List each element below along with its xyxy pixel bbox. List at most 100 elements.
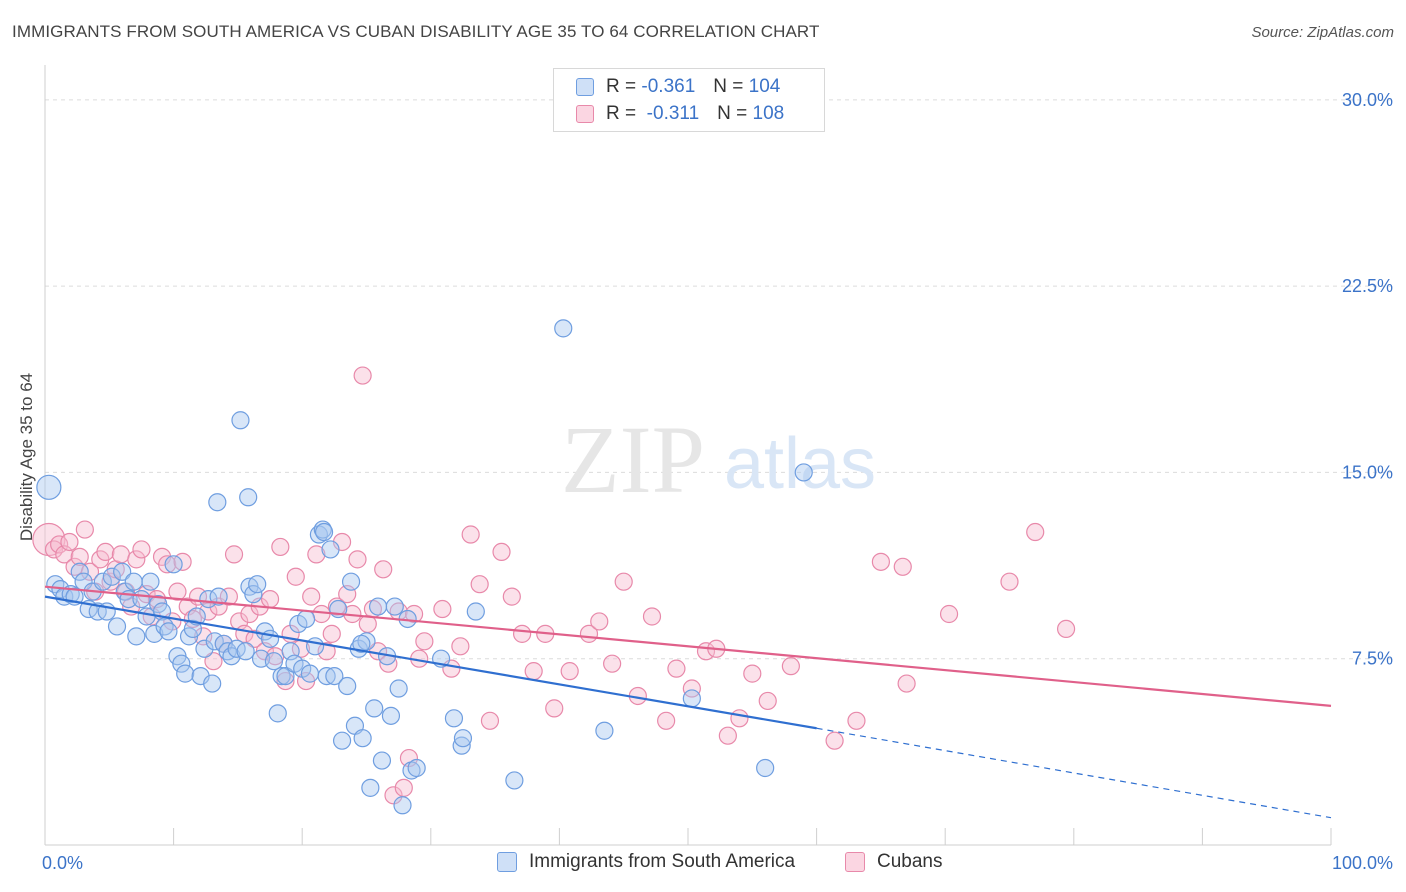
south-america-point <box>505 771 524 790</box>
cubans-point <box>847 711 866 730</box>
cubans-point <box>492 542 511 562</box>
correlation-legend: R = -0.361 N = 104 R = -0.311 N = 108 <box>553 68 825 132</box>
cubans-point <box>111 545 130 564</box>
axis-labels: 7.5% 15.0% 22.5% 30.0% 0.0% 100.0% Disability … <box>17 90 1393 873</box>
cubans-point <box>322 624 341 643</box>
cubans-point <box>758 691 777 711</box>
cubans-point <box>871 552 891 571</box>
south-america-point <box>389 679 408 698</box>
south-america-point <box>248 575 267 594</box>
south-america-trend-line <box>44 595 817 730</box>
south-america-point <box>407 758 426 778</box>
cubans-point <box>897 674 916 693</box>
chart-title: IMMIGRANTS FROM SOUTH AMERICA VS CUBAN D… <box>12 22 820 41</box>
south-america-point <box>444 709 464 728</box>
y-axis-title: Disability Age 35 to 64 <box>17 373 36 541</box>
watermark-zip: ZIP <box>561 406 705 513</box>
series-label-pink: Cubans <box>877 851 943 872</box>
legend-n-label: N = <box>713 76 744 97</box>
cubans-point <box>60 532 79 552</box>
cubans-point <box>642 607 662 626</box>
series-legend: Immigrants from South America Cubans <box>0 851 1406 877</box>
south-america-point <box>164 555 183 574</box>
cubans-point <box>590 612 609 631</box>
south-america-point <box>127 627 146 646</box>
south-america-point <box>453 729 473 748</box>
cubans-point <box>286 567 305 586</box>
cubans-point <box>204 652 223 671</box>
south-america-point <box>682 689 701 708</box>
cubans-point <box>96 542 115 562</box>
south-america-point <box>208 493 227 512</box>
cubans-point <box>451 637 470 656</box>
cubans-point <box>825 731 844 750</box>
source-label: Source: ZipAtlas.com <box>1251 24 1394 41</box>
cubans-point <box>394 778 413 797</box>
y-tick-label: 22.5% <box>1342 276 1393 296</box>
south-america-point <box>296 609 316 629</box>
cubans-point <box>1056 619 1076 639</box>
cubans-point <box>433 599 452 619</box>
cubans-point <box>1026 522 1045 542</box>
south-america-point <box>93 572 112 591</box>
south-america-point <box>203 674 222 693</box>
south-america-point <box>321 540 340 559</box>
south-america-point <box>372 751 392 770</box>
south-america-point <box>300 664 320 683</box>
south-america-point <box>353 729 372 748</box>
x-tick-label-min: 0.0% <box>42 853 83 873</box>
series-legend-pink[interactable]: Cubans <box>845 851 943 873</box>
south-america-point <box>338 676 357 696</box>
cubans-point <box>781 657 800 676</box>
cubans-point <box>219 587 238 606</box>
south-america-point <box>341 572 361 591</box>
cubans-point <box>730 709 749 728</box>
south-america-point <box>381 706 401 725</box>
cubans-point <box>75 520 94 539</box>
south-america-point <box>145 624 164 643</box>
cubans-point <box>461 525 480 544</box>
cubans-point <box>158 555 177 574</box>
y-tick-label: 30.0% <box>1342 90 1393 110</box>
cubans-point <box>743 664 762 683</box>
cubans-points <box>32 366 1076 805</box>
x-tick-label-max: 100.0% <box>1332 853 1393 873</box>
y-tick-label: 15.0% <box>1342 462 1393 482</box>
south-america-point <box>317 666 336 686</box>
south-america-point <box>231 411 250 430</box>
south-america-point <box>276 666 295 686</box>
cubans-point <box>70 547 89 566</box>
south-america-point <box>554 319 573 338</box>
cubans-point <box>667 659 686 678</box>
south-america-trend-extension <box>816 727 1332 819</box>
cubans-point <box>168 582 187 601</box>
south-america-point <box>361 778 380 797</box>
legend-n-label: N = <box>717 103 748 124</box>
cubans-point <box>560 662 579 681</box>
legend-row-blue: R = -0.361 N = 104 <box>576 75 780 99</box>
series-swatch-blue <box>497 852 517 872</box>
cubans-point <box>317 642 336 661</box>
cubans-point <box>603 654 622 673</box>
south-america-point <box>314 522 334 542</box>
cubans-point <box>374 560 393 579</box>
cubans-point <box>657 711 676 730</box>
south-america-point <box>264 652 284 671</box>
south-america-point <box>36 474 62 500</box>
cubans-point <box>127 550 146 569</box>
legend-swatch-blue <box>576 78 594 96</box>
south-america-point <box>132 589 151 609</box>
cubans-point <box>224 545 244 564</box>
cubans-point <box>307 545 326 564</box>
watermark-atlas: atlas <box>724 424 876 504</box>
cubans-point <box>302 587 321 606</box>
south-america-point <box>70 562 89 581</box>
series-legend-blue[interactable]: Immigrants from South America <box>497 851 795 873</box>
cubans-point <box>1000 572 1019 591</box>
south-america-point <box>124 572 143 591</box>
cubans-trend-line <box>44 585 1332 707</box>
cubans-point <box>132 540 151 559</box>
axes <box>44 65 1332 846</box>
south-america-point <box>107 617 127 636</box>
south-america-point <box>365 699 384 718</box>
